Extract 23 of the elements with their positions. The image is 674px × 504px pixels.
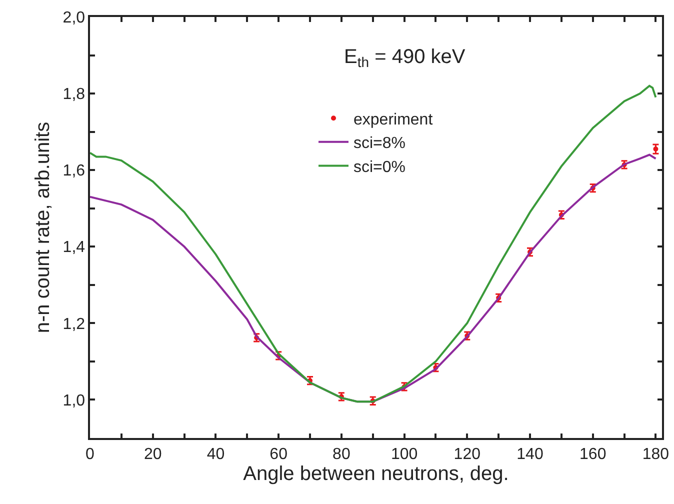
x-tick-label: 0 <box>86 446 95 463</box>
x-tick-label: 60 <box>270 446 288 463</box>
legend-label: sci=0% <box>354 158 406 176</box>
y-tick-label: 1,2 <box>62 316 86 333</box>
x-axis-title: Angle between neutrons, deg. <box>243 462 509 485</box>
y-tick-label: 1,0 <box>62 392 86 410</box>
x-tick-label: 100 <box>390 446 418 463</box>
y-tick-label: 1,4 <box>62 239 86 256</box>
x-tick-label: 80 <box>332 446 350 463</box>
x-tick-label: 120 <box>454 446 481 463</box>
line-series <box>90 84 657 403</box>
legend-label: sci=8% <box>354 135 406 152</box>
annotation: E$_{th}$ = 490 keV <box>344 46 466 70</box>
x-tick-label: 180 <box>642 446 670 463</box>
legend-label: experiment <box>354 111 434 128</box>
x-tick-label: 160 <box>580 446 606 463</box>
y-tick-label: 1,6 <box>62 162 86 180</box>
y-tick-label: 2,0 <box>62 10 86 27</box>
x-tick-label: 20 <box>144 446 162 463</box>
x-tick-label: 140 <box>516 446 544 463</box>
x-tick-label: 40 <box>206 446 225 463</box>
y-axis-title: n-n count rate, arb.units <box>32 122 54 334</box>
y-tick-label: 1,8 <box>62 86 86 104</box>
